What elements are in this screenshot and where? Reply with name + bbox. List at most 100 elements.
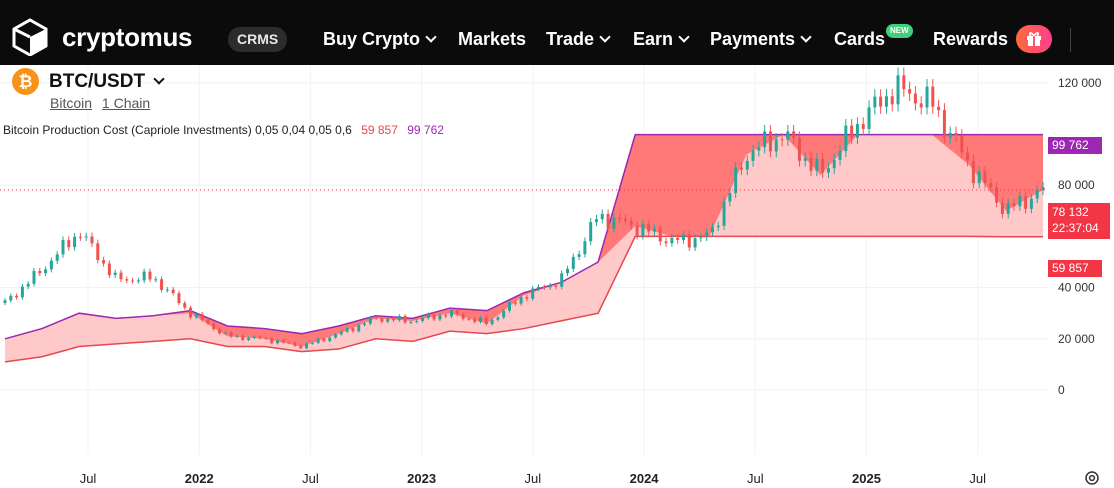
candle-body [55,254,59,261]
candle-body [942,110,946,138]
candle-body [467,318,471,320]
x-tick-label: 2025 [852,471,881,486]
candle-body [1006,203,1010,215]
symbol-pair[interactable]: BTC/USDT [49,70,146,92]
candle-body [241,335,245,340]
indicator-value-lower: 59 857 [361,123,398,137]
candle-body [432,314,436,320]
candle-body [815,158,819,171]
candle-body [363,323,367,325]
candle-body [49,260,53,270]
nav-cards[interactable]: Cards [834,29,885,50]
nav-label: Markets [458,29,527,49]
candle-body [844,125,848,152]
candle-body [757,147,761,151]
y-tick-label: 40 000 [1058,281,1095,295]
candle-body [513,302,517,304]
candle-body [577,254,581,257]
candle-body [855,123,859,138]
indicator-value-upper: 99 762 [407,123,444,137]
candle-body [374,317,378,319]
candle-body [189,307,193,318]
candle-body [960,135,964,153]
candle-body [884,96,888,107]
nav-buy-crypto[interactable]: Buy Crypto [323,29,437,50]
bitcoin-link[interactable]: Bitcoin [50,95,93,111]
candle-body [160,279,164,290]
candle-body [78,236,82,238]
candle-body [554,285,558,287]
indicator-legend[interactable]: Bitcoin Production Cost (Capriole Invest… [3,123,444,137]
candle-body [618,217,622,219]
chevron-down-icon [599,31,611,43]
nav-label: Trade [546,29,595,49]
chain-link[interactable]: 1 Chain [101,95,151,111]
candle-body [1035,190,1039,199]
candle-body [287,342,291,344]
cryptomus-logo[interactable] [12,18,48,56]
nav-payments[interactable]: Payments [710,29,812,50]
chevron-down-icon [800,31,812,43]
candle-body [171,289,175,294]
nav-markets[interactable]: Markets [458,29,526,50]
candle-body [525,297,529,299]
candle-body [966,152,970,161]
x-tick-label: Jul [302,471,319,486]
candle-body [902,75,906,90]
chevron-down-icon[interactable] [153,73,165,85]
candle-body [9,295,13,301]
candle-body [1012,203,1016,207]
candle-body [722,201,726,226]
candle-body [676,237,680,240]
candle-body [623,218,627,221]
candle-body [1041,187,1045,191]
candle-body [751,150,755,161]
candle-body [357,324,361,332]
candle-body [693,238,697,248]
candle-body [838,151,842,160]
candle-body [403,315,407,323]
candle-body [502,310,506,318]
candle-body [15,295,19,298]
candle-body [954,132,958,136]
candle-body [728,193,732,202]
candle-body [218,329,222,334]
nav-rewards[interactable]: Rewards [933,29,1008,50]
x-tick-label: Jul [969,471,986,486]
candle-body [484,317,488,325]
candle-body [681,234,685,240]
gift-button[interactable] [1016,25,1052,53]
candle-body [386,318,390,322]
x-tick-label: Jul [525,471,542,486]
upper-band-price-tag: 99 762 [1048,137,1102,154]
candle-body [1018,196,1022,207]
chart-canvas[interactable]: 120 000 80 000 40 000 20 000 0 Jul 2022 Jul 2023… [0,65,1114,488]
candle-body [890,96,894,105]
candle-body [258,336,262,339]
symbol-header[interactable]: ₿ BTC/USDT [12,68,165,95]
crms-badge[interactable]: CRMS [228,27,288,52]
candle-body [739,167,743,170]
nav-label: Cards [834,29,886,49]
candle-body [310,342,314,344]
candle-body [850,125,854,138]
settings-icon[interactable] [1083,469,1101,487]
candle-body [734,167,738,194]
nav-trade[interactable]: Trade [546,29,611,50]
candle-body [774,139,778,152]
symbol-links: Bitcoin 1 Chain [50,95,156,111]
candle-body [531,288,535,299]
price-chart[interactable]: 120 000 80 000 40 000 20 000 0 Jul 2022 Jul 2023… [0,65,1114,488]
candle-body [948,132,952,138]
candle-body [38,270,42,274]
candle-body [44,269,48,274]
candle-body [444,315,448,317]
candle-body [1000,202,1004,215]
nav-earn[interactable]: Earn [633,29,690,50]
brand-name[interactable]: cryptomus [62,22,193,52]
candle-body [293,342,297,346]
candle-countdown: 22:37:04 [1052,221,1099,235]
candle-body [989,183,993,188]
top-navbar: cryptomus CRMS Buy Crypto Markets Trade … [0,0,1114,65]
candle-body [589,222,593,242]
